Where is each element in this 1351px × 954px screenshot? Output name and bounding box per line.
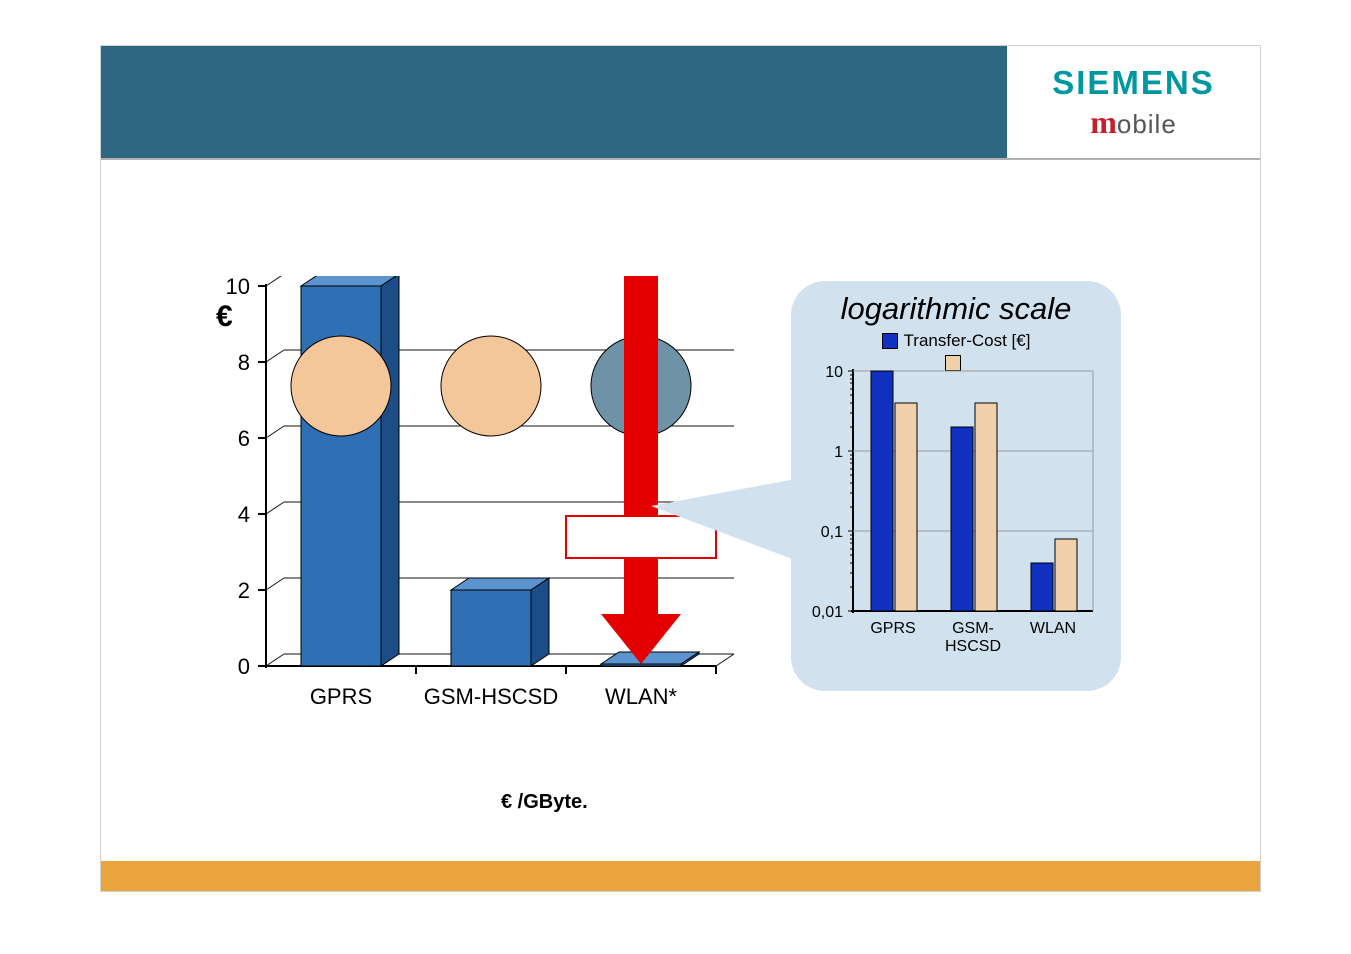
bar-gsm: [451, 578, 549, 666]
log-bars-wlan: [1031, 539, 1077, 611]
log-legend: Transfer-Cost [€]: [791, 331, 1121, 351]
callout-title: logarithmic scale: [791, 281, 1121, 327]
footnote: € /GByte.: [501, 791, 588, 814]
ytick-0: 0: [238, 654, 250, 679]
logy-10: 10: [825, 364, 843, 381]
slide: SIEMENS mobile: [100, 45, 1261, 892]
logy-001: 0,01: [812, 604, 843, 621]
mobile-m: m: [1090, 104, 1117, 140]
logcat-gsm-2: HSCSD: [945, 638, 1001, 655]
mobile-logo-text: mobile: [1090, 104, 1177, 141]
logy-1: 1: [834, 444, 843, 461]
logcat-gprs: GPRS: [870, 620, 915, 637]
logo-box: SIEMENS mobile: [1007, 46, 1260, 158]
logcat-wlan: WLAN: [1030, 620, 1076, 637]
log-bars-gprs: [871, 371, 917, 611]
legend-label-blue: Transfer-Cost [€]: [904, 331, 1031, 351]
mobile-rest: obile: [1117, 109, 1177, 139]
bar-wlan: [601, 652, 699, 666]
red-arrow: [566, 276, 716, 664]
ytick-6: 6: [238, 426, 250, 451]
logy-01: 0,1: [821, 524, 843, 541]
pie-gprs: [291, 336, 391, 436]
header-bar: [101, 46, 1007, 158]
euro-symbol: €: [216, 300, 233, 333]
callout-box: logarithmic scale Transfer-Cost [€]: [791, 281, 1121, 691]
cat-gsm: GSM-HSCSD: [424, 684, 558, 709]
stage: SIEMENS mobile: [0, 0, 1351, 954]
log-bar-chart: 10 1 0,1 0,01: [803, 361, 1109, 676]
header-divider: [101, 158, 1260, 160]
bar-gprs: [301, 276, 399, 666]
siemens-logo-text: SIEMENS: [1052, 64, 1215, 102]
ytick-10: 10: [226, 276, 250, 299]
ytick-8: 8: [238, 350, 250, 375]
cat-gprs: GPRS: [310, 684, 372, 709]
footer-bar: [101, 861, 1260, 891]
cat-wlan: WLAN*: [605, 684, 678, 709]
y-ticks: [258, 286, 266, 666]
logcat-gsm-1: GSM-: [952, 620, 994, 637]
legend-swatch-blue: [882, 333, 898, 349]
ytick-2: 2: [238, 578, 250, 603]
ytick-4: 4: [238, 502, 250, 527]
pie-gsm: [441, 336, 541, 436]
log-bars-gsm: [951, 403, 997, 611]
